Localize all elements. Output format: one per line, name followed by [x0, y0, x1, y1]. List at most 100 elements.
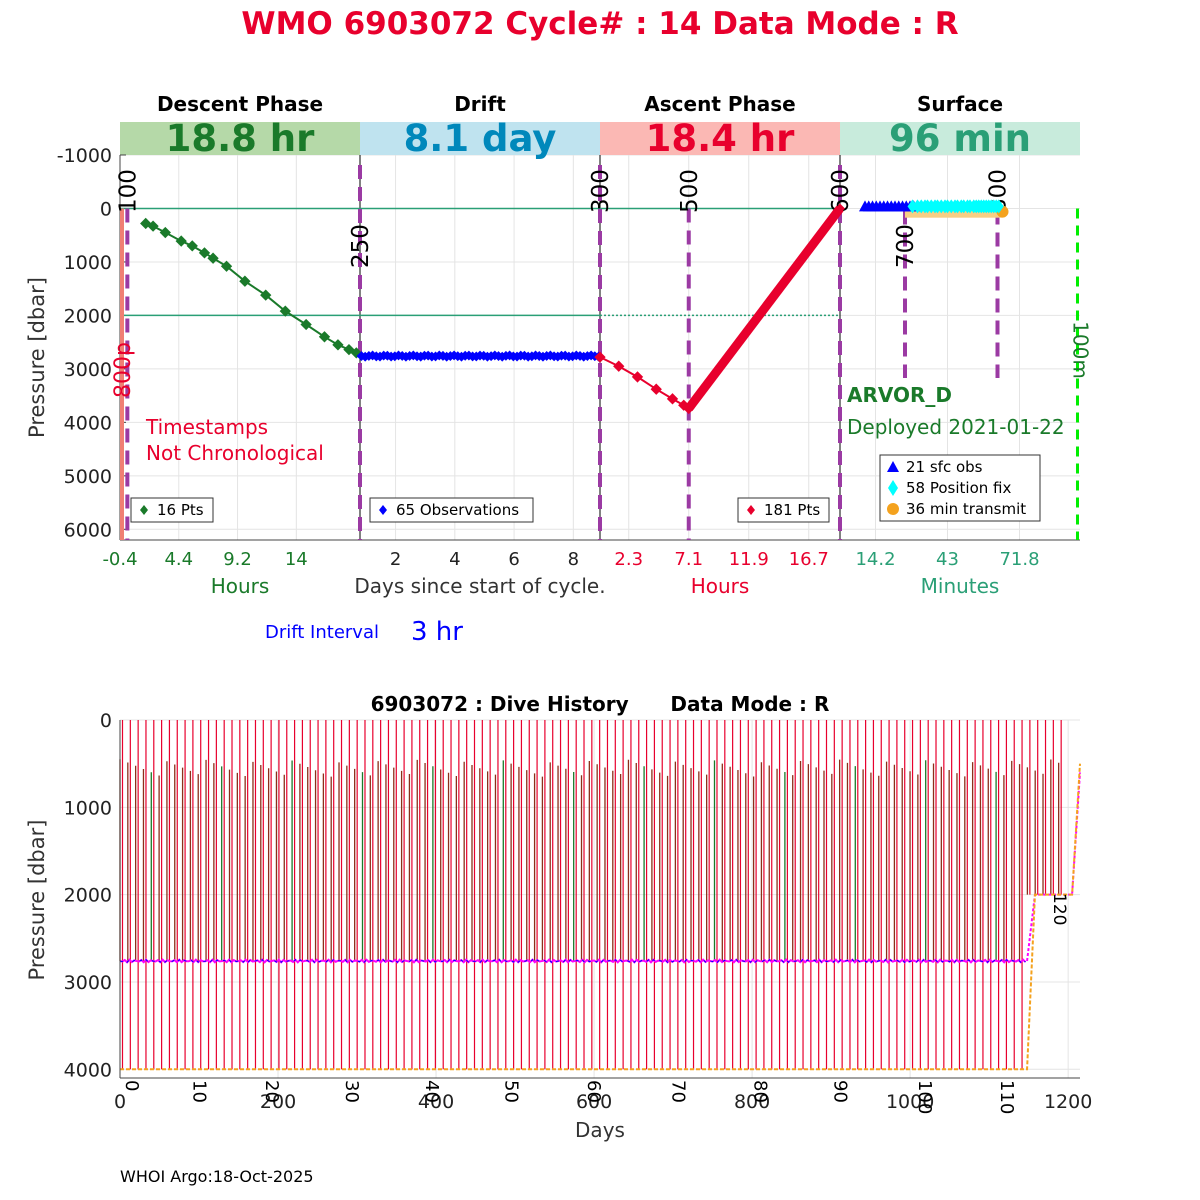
history-cycle-label: 100 — [914, 1080, 935, 1114]
phase-duration-ascent: 18.4 hr — [646, 117, 796, 160]
legend-surface-label: 58 Position fix — [906, 479, 1011, 497]
y-tick-label: -1000 — [57, 145, 112, 167]
x-tick-label: 9.2 — [223, 549, 252, 570]
ascent-up-point — [814, 230, 825, 241]
history-cycle-label: 10 — [189, 1080, 210, 1103]
descent-point — [239, 275, 251, 287]
history-x-tick-label: 1000 — [886, 1091, 934, 1113]
marker-label-250: 250 — [348, 224, 374, 268]
history-x-tick-label: 800 — [734, 1091, 770, 1113]
descent-edge-bar — [120, 208, 124, 540]
history-profile-trace — [120, 763, 1081, 1071]
phase-band-surface — [840, 122, 1080, 155]
ascent-up-point — [739, 330, 750, 341]
descent-point — [198, 247, 211, 259]
footer-credit: WHOI Argo:18-Oct-2025 — [120, 1167, 314, 1186]
ascent-up-point — [809, 236, 820, 247]
ascent-up-point — [789, 263, 800, 274]
history-cycle-label: 30 — [341, 1080, 362, 1103]
history-cycle-label: 70 — [667, 1080, 688, 1103]
x-tick-label: 71.8 — [999, 549, 1039, 570]
history-x-tick-label: 1200 — [1044, 1091, 1092, 1113]
history-cycle-label: 50 — [501, 1080, 522, 1103]
ascent-up-point — [824, 216, 835, 227]
ascent-up-point — [759, 303, 770, 314]
history-x-tick-label: 600 — [576, 1091, 612, 1113]
drift-interval-label: Drift Interval — [265, 622, 379, 643]
ascent-up-point — [784, 270, 795, 281]
marker-label-300: 300 — [588, 169, 614, 213]
y-tick-label: 6000 — [64, 519, 112, 541]
marker-label-100: 100 — [115, 169, 141, 213]
descent-point — [332, 339, 344, 351]
history-cycle-label: 90 — [829, 1080, 850, 1103]
ascent-down-point — [613, 360, 625, 372]
x-axis-label-descent: Hours — [211, 574, 270, 598]
descent-point — [220, 260, 233, 272]
ascent-up-point — [688, 396, 699, 407]
descent-point — [260, 289, 272, 301]
ascent-up-point — [754, 310, 765, 321]
surface-position-fix — [993, 199, 1004, 214]
descent-note-line: Timestamps — [145, 415, 268, 439]
legend-ascent-label: 181 Pts — [764, 501, 820, 519]
deployed-label: Deployed 2021-01-22 — [847, 415, 1065, 439]
ascent-up-point — [693, 390, 704, 401]
history-x-tick-label: 0 — [114, 1091, 126, 1113]
drift-interval-value: 3 hr — [411, 617, 463, 647]
x-tick-label: 4 — [449, 549, 460, 570]
descent-point — [147, 220, 159, 232]
phase-band-drift — [360, 122, 600, 155]
history-cycle-label: 110 — [996, 1080, 1017, 1114]
descent-point — [175, 235, 187, 247]
x-tick-label: 7.1 — [674, 549, 703, 570]
descent-point — [159, 226, 171, 239]
history-y-tick-label: 0 — [100, 710, 112, 732]
x-tick-label: 2.3 — [614, 549, 643, 570]
legend-surface-box — [879, 454, 1041, 522]
ascent-up-point — [830, 210, 840, 221]
y-tick-label: 2000 — [64, 305, 112, 327]
float-type-label: ARVOR_D — [847, 383, 952, 407]
x-tick-label: 4.4 — [164, 549, 193, 570]
history-drift-trace — [119, 958, 1027, 964]
ascent-down-point — [666, 393, 679, 405]
legend-surface-label: 36 min transmit — [906, 500, 1026, 518]
ascent-up-point — [729, 343, 740, 354]
x-tick-label: 11.9 — [729, 549, 769, 570]
descent-point — [279, 305, 291, 317]
x-tick-label: 14.2 — [855, 549, 895, 570]
x-axis-label-surface: Minutes — [921, 574, 1000, 598]
history-y-tick-label: 2000 — [64, 885, 112, 907]
phase-band-descent — [120, 122, 360, 155]
ascent-up-point — [719, 356, 729, 367]
history-title: 6903072 : Dive History Data Mode : R — [371, 692, 830, 716]
history-cycle-label: 80 — [750, 1080, 771, 1103]
legend-ascent-marker — [747, 505, 755, 515]
legend-surface-marker — [888, 480, 898, 496]
marker-label-800p: 800p — [111, 342, 136, 398]
ascent-up-point — [714, 363, 724, 374]
ascent-down-point — [594, 351, 606, 363]
history-cycle-label: 0 — [121, 1080, 142, 1091]
ascent-up-point — [698, 383, 709, 394]
legend-surface-label: 21 sfc obs — [906, 458, 983, 476]
x-axis-label-drift: Days since start of cycle. — [354, 574, 605, 598]
ascent-up-point — [734, 336, 745, 347]
history-y-tick-label: 4000 — [64, 1059, 112, 1081]
history-x-tick-label: 400 — [418, 1091, 454, 1113]
history-x-tick-label: 200 — [260, 1091, 296, 1113]
ascent-down-point — [631, 371, 644, 383]
y-tick-label: 4000 — [64, 412, 112, 434]
y-tick-label: 5000 — [64, 466, 112, 488]
phase-header-ascent: Ascent Phase — [644, 92, 795, 116]
legend-drift-label: 65 Observations — [396, 501, 519, 519]
x-axis-label-ascent: Hours — [691, 574, 750, 598]
marker-label-100m: 100m — [1069, 321, 1093, 379]
history-y-tick-label: 1000 — [64, 797, 112, 819]
ascent-up-point — [709, 370, 719, 381]
legend-descent-marker — [140, 505, 148, 515]
